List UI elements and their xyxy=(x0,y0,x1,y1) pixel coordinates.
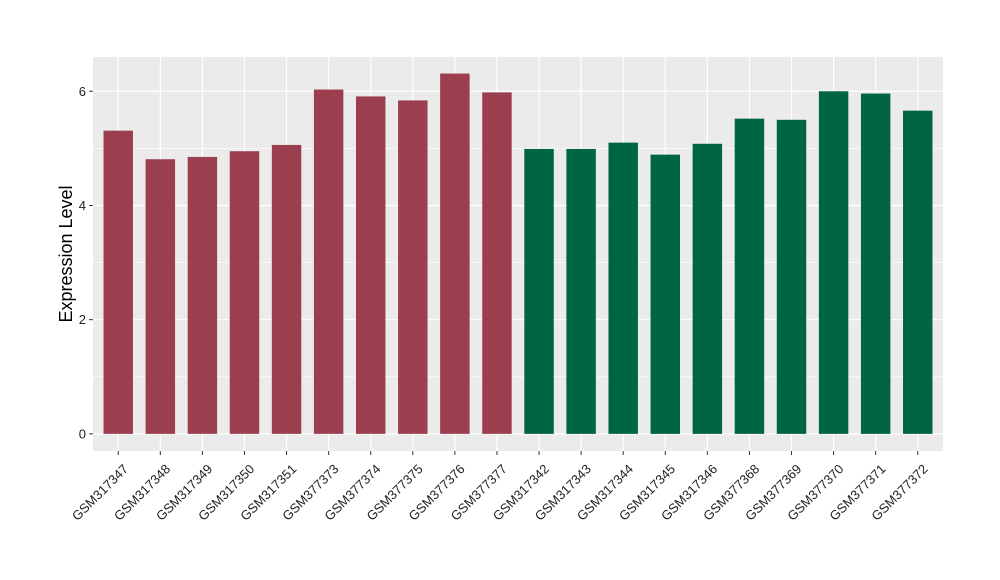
bar-GSM317344 xyxy=(608,142,638,434)
bar-GSM377372 xyxy=(903,110,933,434)
bar-GSM317343 xyxy=(566,148,596,434)
bar-GSM377368 xyxy=(734,118,765,434)
bar-GSM317342 xyxy=(524,148,554,434)
bar-GSM317351 xyxy=(271,144,302,434)
plot-panel xyxy=(93,57,943,451)
y-tick-label: 6 xyxy=(79,84,86,99)
bar-GSM377371 xyxy=(860,93,891,434)
bar-GSM317350 xyxy=(229,151,260,434)
bar-GSM317347 xyxy=(103,130,133,434)
bar-GSM317348 xyxy=(145,159,176,434)
y-tick-label: 0 xyxy=(79,426,86,441)
bar-GSM377370 xyxy=(818,91,849,434)
bar-GSM377374 xyxy=(355,96,386,434)
bars xyxy=(103,73,933,434)
bar-GSM377376 xyxy=(440,73,470,434)
bar-GSM377369 xyxy=(776,119,807,434)
bar-GSM317349 xyxy=(187,156,218,434)
x-axis: GSM317347GSM317348GSM317349GSM317350GSM3… xyxy=(69,451,931,524)
bar-GSM317346 xyxy=(692,143,723,434)
y-tick-label: 2 xyxy=(79,312,86,327)
y-axis: 0 2 4 6 xyxy=(79,84,93,441)
bar-GSM377375 xyxy=(398,100,428,434)
bar-GSM377373 xyxy=(313,89,344,434)
bar-GSM377377 xyxy=(482,92,512,434)
y-axis-title: Expression Level xyxy=(56,185,76,322)
y-tick-label: 4 xyxy=(79,198,86,213)
bar-GSM317345 xyxy=(650,154,681,434)
